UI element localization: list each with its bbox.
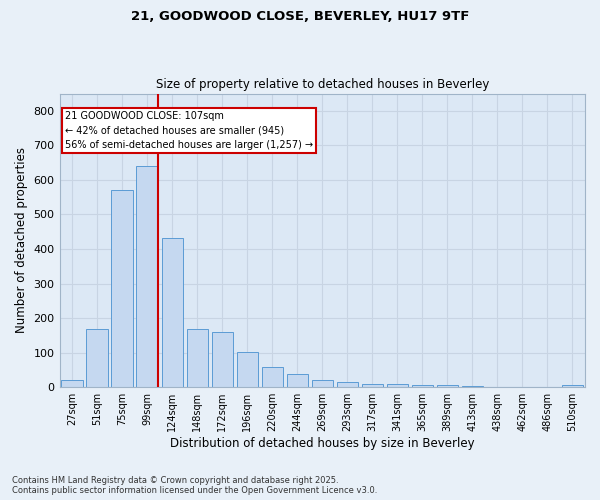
Bar xyxy=(337,382,358,387)
X-axis label: Distribution of detached houses by size in Beverley: Distribution of detached houses by size … xyxy=(170,437,475,450)
Bar xyxy=(462,386,483,387)
Bar xyxy=(562,386,583,387)
Bar xyxy=(112,190,133,387)
Bar xyxy=(362,384,383,387)
Title: Size of property relative to detached houses in Beverley: Size of property relative to detached ho… xyxy=(155,78,489,91)
Bar xyxy=(86,329,108,387)
Bar xyxy=(236,352,258,387)
Bar xyxy=(136,166,158,387)
Y-axis label: Number of detached properties: Number of detached properties xyxy=(15,148,28,334)
Bar xyxy=(262,367,283,387)
Text: 21 GOODWOOD CLOSE: 107sqm
← 42% of detached houses are smaller (945)
56% of semi: 21 GOODWOOD CLOSE: 107sqm ← 42% of detac… xyxy=(65,111,313,150)
Bar xyxy=(437,386,458,387)
Bar xyxy=(287,374,308,387)
Text: 21, GOODWOOD CLOSE, BEVERLEY, HU17 9TF: 21, GOODWOOD CLOSE, BEVERLEY, HU17 9TF xyxy=(131,10,469,23)
Bar xyxy=(412,385,433,387)
Bar xyxy=(387,384,408,387)
Bar xyxy=(61,380,83,387)
Bar xyxy=(187,329,208,387)
Text: Contains HM Land Registry data © Crown copyright and database right 2025.
Contai: Contains HM Land Registry data © Crown c… xyxy=(12,476,377,495)
Bar xyxy=(161,238,183,387)
Bar xyxy=(311,380,333,387)
Bar xyxy=(212,332,233,387)
